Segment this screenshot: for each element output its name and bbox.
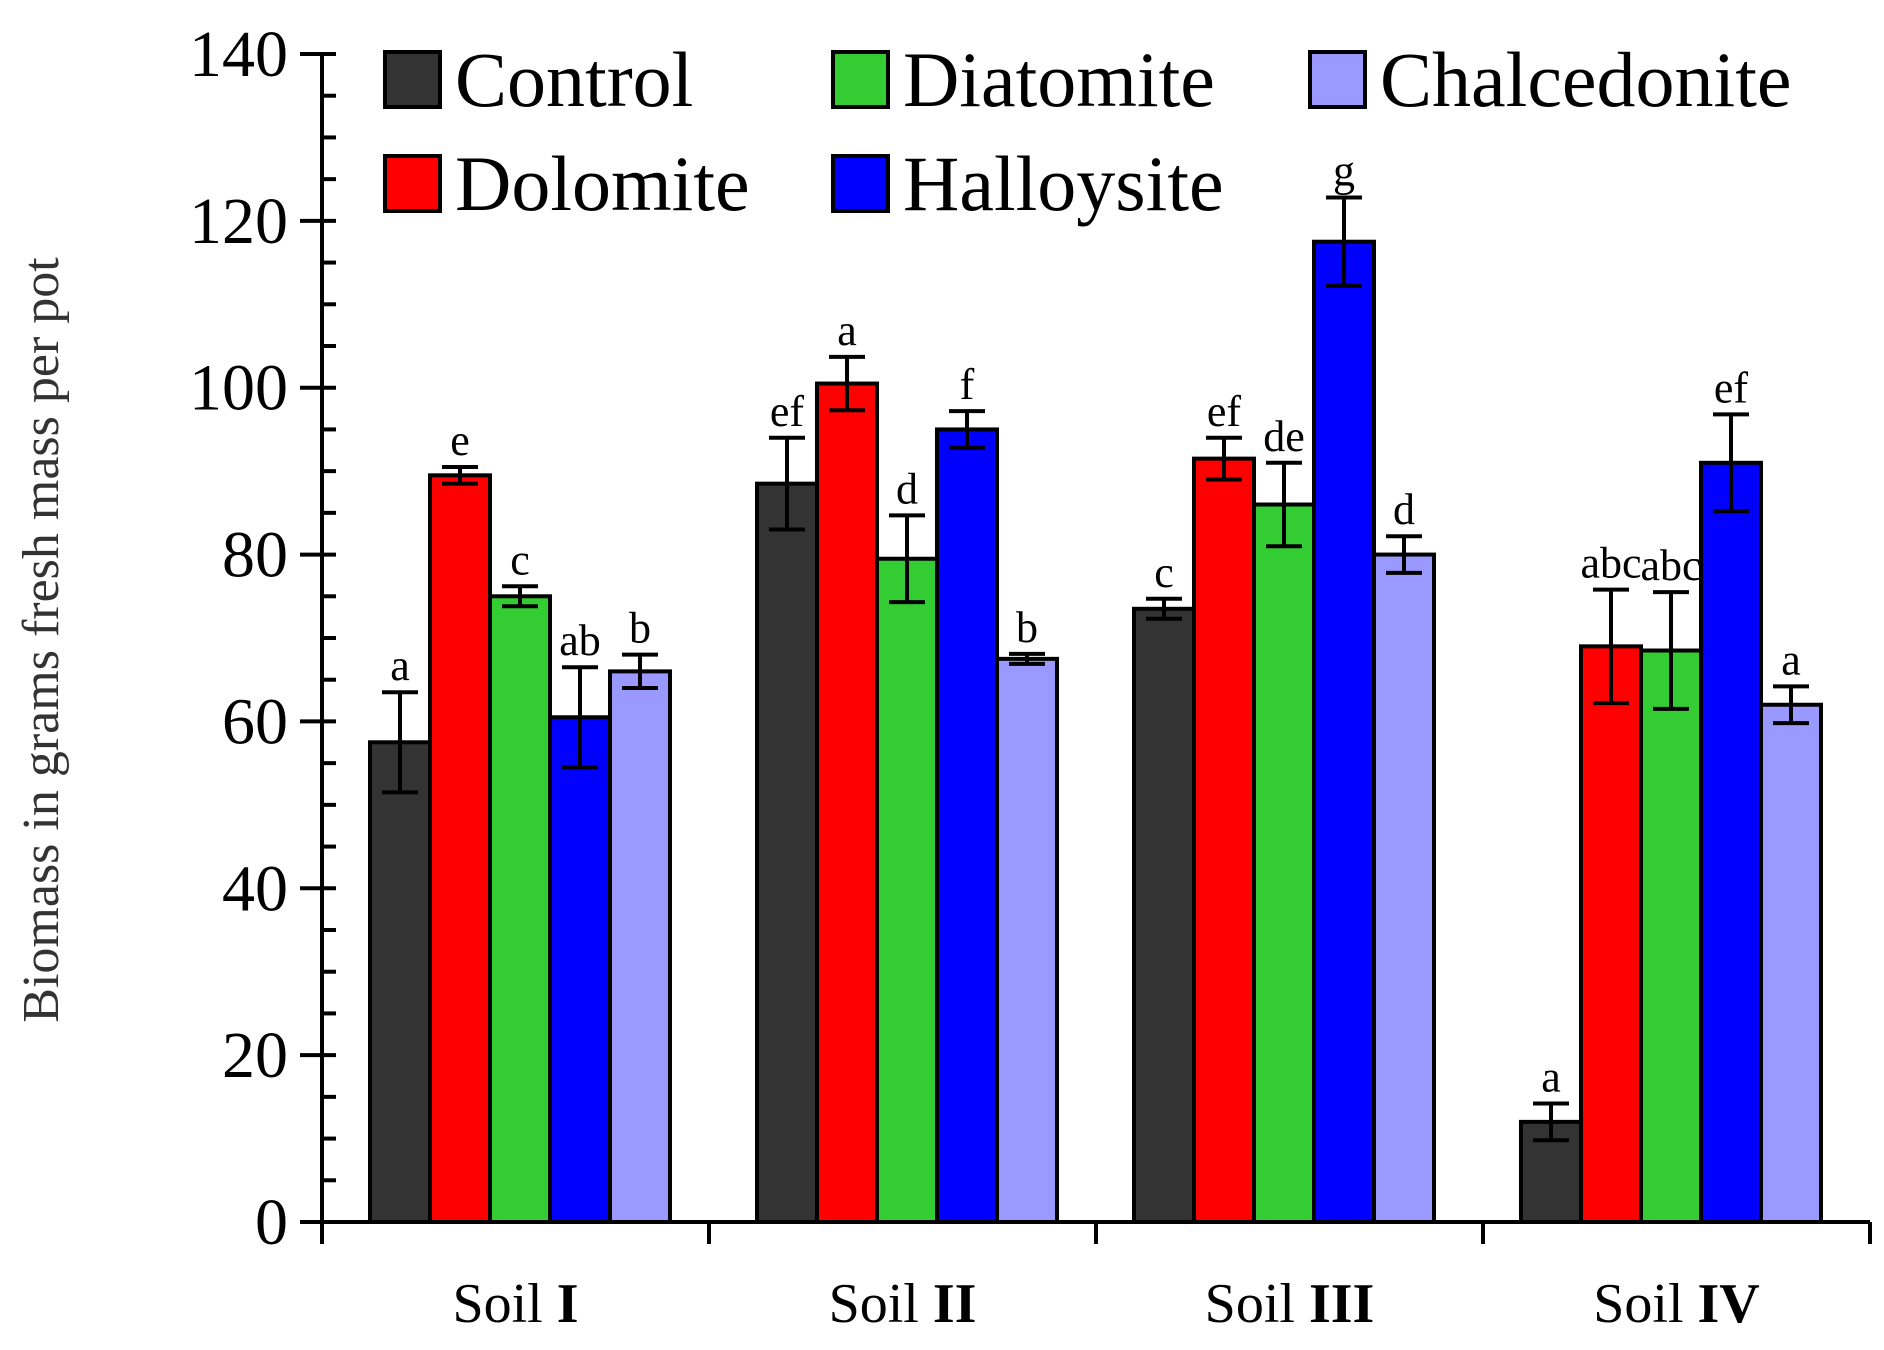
significance-label: b (1016, 603, 1038, 652)
bar (1252, 502, 1316, 1224)
significance-label: ef (1714, 363, 1749, 412)
bar (1192, 456, 1256, 1224)
significance-label: abc (1640, 541, 1701, 590)
bar (1639, 648, 1703, 1224)
significance-label: d (896, 464, 918, 513)
legend-swatch (383, 50, 442, 109)
significance-label: c (1154, 548, 1174, 597)
y-tick-label: 80 (222, 519, 288, 592)
legend-swatch (1308, 50, 1367, 109)
significance-label: b (629, 604, 651, 653)
legend-label: Halloysite (903, 140, 1224, 227)
y-tick-label: 120 (189, 185, 288, 258)
bar (935, 427, 999, 1224)
legend: Control Dolomite Diatomite Halloysite Chalce… (383, 36, 1792, 227)
bar (1759, 702, 1823, 1224)
bar (815, 381, 879, 1224)
bar (548, 715, 612, 1224)
x-category-label: Soil IV (1593, 1273, 1760, 1335)
significance-label: c (510, 535, 530, 584)
category-numeral: I (557, 1273, 579, 1335)
bar (1372, 552, 1436, 1224)
significance-label: a (1781, 635, 1801, 684)
bar (1699, 460, 1763, 1224)
category-numeral: IV (1698, 1273, 1760, 1335)
legend-swatch (831, 50, 890, 109)
legend-swatch (831, 154, 890, 213)
significance-label: abc (1580, 539, 1641, 588)
bar (875, 556, 939, 1224)
x-category-label: Soil I (452, 1273, 578, 1335)
significance-label: a (1541, 1053, 1561, 1102)
legend-swatch (383, 154, 442, 213)
significance-label: a (837, 306, 857, 355)
y-tick-label: 100 (189, 352, 288, 425)
y-tick-label: 40 (222, 852, 288, 925)
significance-label: e (450, 416, 470, 465)
bar (608, 669, 672, 1224)
y-tick-label: 60 (222, 685, 288, 758)
y-tick-label: 0 (255, 1186, 288, 1259)
significance-label: a (390, 641, 410, 690)
category-prefix: Soil (1205, 1273, 1309, 1335)
y-axis-label: Biomass in grams fresh mass per pot (13, 257, 70, 1023)
significance-label: d (1393, 485, 1415, 534)
x-category-label: Soil III (1205, 1273, 1375, 1335)
bar (1312, 239, 1376, 1224)
significance-label: f (960, 360, 975, 409)
legend-label: Chalcedonite (1380, 36, 1792, 123)
bar (368, 740, 432, 1224)
bar (428, 473, 492, 1225)
bar (995, 656, 1059, 1224)
legend-label: Diatomite (903, 36, 1215, 123)
x-category-label: Soil II (829, 1273, 977, 1335)
category-prefix: Soil (829, 1273, 933, 1335)
y-tick-label: 20 (222, 1019, 288, 1092)
bar (1579, 644, 1643, 1224)
category-prefix: Soil (1593, 1273, 1697, 1335)
bar (1132, 606, 1196, 1224)
bar (755, 481, 819, 1224)
significance-label: de (1263, 412, 1305, 461)
category-prefix: Soil (452, 1273, 556, 1335)
category-numeral: III (1309, 1273, 1374, 1335)
legend-label: Dolomite (455, 140, 750, 227)
bar (488, 594, 552, 1224)
significance-label: g (1333, 146, 1355, 195)
legend-label: Control (455, 36, 693, 123)
y-tick-label: 140 (189, 18, 288, 91)
significance-label: ab (559, 616, 601, 665)
significance-label: ef (1207, 387, 1242, 436)
significance-label: ef (770, 387, 805, 436)
category-numeral: II (933, 1273, 977, 1335)
